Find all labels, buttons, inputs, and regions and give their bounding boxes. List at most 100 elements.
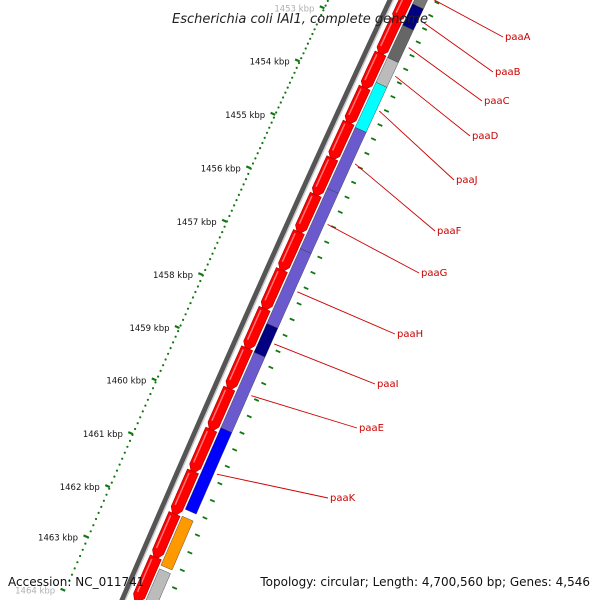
kbp-label: 1456 kbp <box>201 164 241 174</box>
gene-label-paaJ: paaJ <box>456 175 478 186</box>
scale-dot <box>218 236 221 239</box>
scale-dot <box>191 296 195 299</box>
gene-label-paaA: paaA <box>505 32 531 43</box>
scale-dot <box>196 285 199 288</box>
gene-label-paaE: paaE <box>359 423 384 434</box>
scale-dot <box>159 369 162 372</box>
scale-dot <box>295 66 298 69</box>
strand-tick <box>202 516 208 520</box>
label-leader <box>420 20 494 73</box>
strand-tick <box>224 464 230 469</box>
strand-tick <box>171 586 178 590</box>
scale-dot <box>144 404 147 407</box>
scale-dot <box>259 147 262 150</box>
forward-gene <box>311 155 339 198</box>
scale-dot <box>162 364 165 367</box>
gene-label-paaD: paaD <box>472 131 499 142</box>
strand-tick <box>344 195 350 200</box>
scale-dot <box>213 247 216 250</box>
scale-dot <box>177 330 180 333</box>
scale-dot <box>265 131 269 134</box>
scale-dot <box>206 263 209 266</box>
scale-dot <box>277 106 280 109</box>
strand-tick <box>370 137 377 142</box>
scale-dot <box>263 136 266 139</box>
scale-dot <box>306 42 309 45</box>
scale-dot <box>123 451 126 454</box>
scale-dot <box>209 258 212 261</box>
kbp-major-tick <box>319 5 325 10</box>
scale-dot <box>108 487 111 490</box>
forward-strand-track <box>133 0 413 600</box>
strand-tick <box>421 27 428 31</box>
gene-label-paaI: paaI <box>377 379 399 390</box>
kbp-label: 1464 kbp <box>15 587 55 597</box>
strand-tick <box>187 550 193 555</box>
label-leader <box>433 0 504 38</box>
reverse-gene-unlabeled-11 <box>160 515 194 571</box>
scale-dot <box>184 313 187 316</box>
accession-text: Accession: NC_011741 <box>8 575 144 589</box>
scale-dot <box>244 178 248 181</box>
scale-dot <box>186 307 190 310</box>
scale-dot <box>121 457 124 460</box>
genome-backbone <box>119 0 395 600</box>
scale-dot <box>268 126 271 129</box>
kbp-major-tick <box>270 111 276 116</box>
forward-gene-shine <box>155 515 172 549</box>
scale-dot <box>256 152 259 155</box>
kbp-major-tick <box>83 534 89 539</box>
scale-dot <box>254 157 257 160</box>
scale-dot <box>317 18 321 21</box>
kbp-labels: 1453 kbp 1454 kbp 1455 kbp 1456 kbp 1457 kbp… <box>15 4 325 597</box>
forward-gene <box>243 305 271 352</box>
scale-dot <box>70 573 74 576</box>
backbone-line <box>119 0 393 600</box>
scale-dot <box>291 76 294 79</box>
scale-dot <box>126 445 129 448</box>
scale-dot <box>89 530 92 533</box>
label-leader <box>251 395 358 429</box>
strand-tick <box>239 431 245 435</box>
gene-label-paaF: paaF <box>437 226 462 237</box>
forward-gene-shine <box>364 54 378 81</box>
scale-dot <box>233 204 236 207</box>
gene-labels: paaA paaB paaC paaD paaJ paaF paaG paaH paaI paaE… <box>216 0 531 504</box>
forward-gene-shine <box>315 159 330 188</box>
strand-tick <box>364 151 370 156</box>
gene-label-paaC: paaC <box>484 96 510 107</box>
scale-dot <box>288 81 291 84</box>
kbp-label: 1460 kbp <box>106 376 146 386</box>
forward-gene-shine <box>298 195 313 225</box>
forward-gene <box>392 0 413 23</box>
forward-gene <box>225 345 253 392</box>
forward-gene-shine <box>348 88 362 116</box>
strand-tick <box>268 365 274 370</box>
strand-tick <box>324 240 330 245</box>
kbp-label: 1459 kbp <box>129 324 169 334</box>
label-leader <box>408 47 483 102</box>
scale-dot <box>149 392 152 396</box>
label-leader <box>297 291 396 335</box>
scale-dot <box>139 416 142 419</box>
scale-dot <box>79 554 82 558</box>
scale-dot <box>275 111 278 114</box>
scale-dot <box>194 290 197 294</box>
scale-dot <box>128 439 132 442</box>
strand-tick <box>179 568 185 573</box>
strand-tick <box>337 210 343 215</box>
strand-tick <box>434 0 440 5</box>
label-leader <box>354 163 436 232</box>
scale-dot <box>182 318 185 321</box>
scale-dot <box>174 335 177 338</box>
scale-dot <box>164 358 167 361</box>
scale-dot <box>92 524 95 527</box>
kbp-major-tick <box>197 272 204 277</box>
scale-dot <box>326 0 329 2</box>
scale-dot <box>221 231 224 234</box>
scale-dot <box>293 71 296 74</box>
strand-tick <box>296 301 302 306</box>
scale-dot <box>311 32 314 36</box>
scale-dot <box>167 352 170 355</box>
strand-tick <box>317 255 323 260</box>
